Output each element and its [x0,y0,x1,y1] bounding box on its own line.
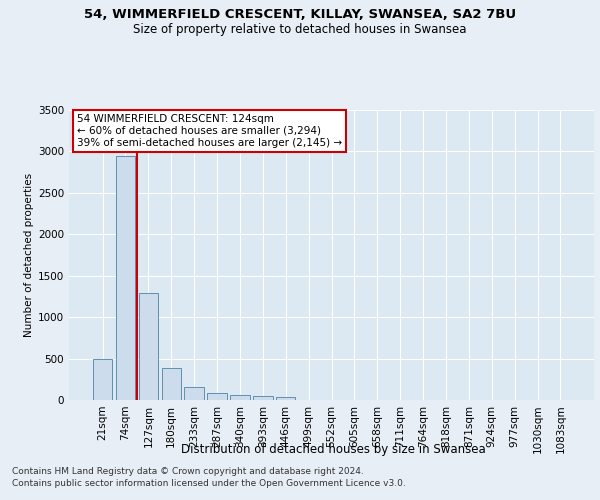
Text: Contains HM Land Registry data © Crown copyright and database right 2024.: Contains HM Land Registry data © Crown c… [12,468,364,476]
Y-axis label: Number of detached properties: Number of detached properties [24,173,34,337]
Text: 54, WIMMERFIELD CRESCENT, KILLAY, SWANSEA, SA2 7BU: 54, WIMMERFIELD CRESCENT, KILLAY, SWANSE… [84,8,516,20]
Bar [184,387,204,400]
Text: Size of property relative to detached houses in Swansea: Size of property relative to detached ho… [133,22,467,36]
Bar [208,394,227,400]
Text: 54 WIMMERFIELD CRESCENT: 124sqm
← 60% of detached houses are smaller (3,294)
39%: 54 WIMMERFIELD CRESCENT: 124sqm ← 60% of… [77,114,342,148]
Bar [161,368,181,400]
Bar [139,293,158,400]
Text: Distribution of detached houses by size in Swansea: Distribution of detached houses by size … [181,442,485,456]
Bar [93,360,112,400]
Bar [276,397,295,400]
Bar [230,396,250,400]
Bar [116,156,135,400]
Bar [253,396,272,400]
Text: Contains public sector information licensed under the Open Government Licence v3: Contains public sector information licen… [12,479,406,488]
